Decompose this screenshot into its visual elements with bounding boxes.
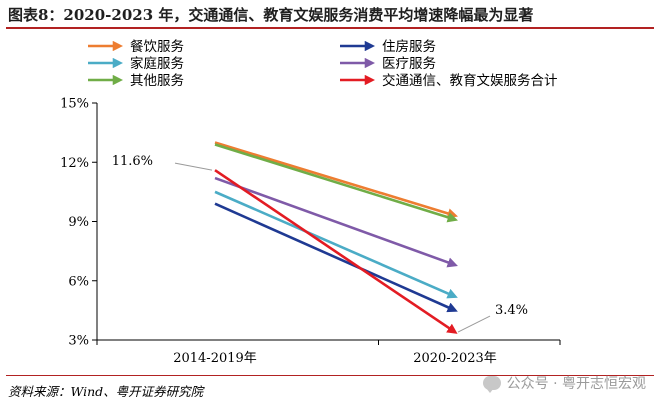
legend-label: 其他服务 [130,73,184,89]
footer-rule [6,375,654,376]
annotation-leader [457,315,491,333]
series-layer [214,141,458,334]
series-line [214,141,458,219]
x-tick-label: 2014-2019年 [173,351,257,366]
legend-label: 餐饮服务 [130,39,184,55]
y-tick-label: 6% [68,274,89,289]
y-tick-label: 12% [60,156,89,171]
legend-label: 医疗服务 [382,56,436,72]
y-tick-label: 9% [68,215,89,230]
x-tick-label: 2020-2023年 [413,351,497,366]
series-line [214,190,458,299]
watermark: 公众号 · 粤开志恒宏观 [482,373,646,393]
y-tick-label: 15% [60,97,89,112]
series-line [214,176,458,268]
data-label: 3.4% [495,303,528,318]
title-rule [6,27,654,29]
chart-title: 图表8：2020-2023 年，交通通信、教育文娱服务消费平均增速降幅最为显著 [8,6,534,24]
watermark-text: 公众号 · 粤开志恒宏观 [506,376,646,392]
series-line [214,202,458,313]
axes: 3% 6% 9% 12% 15% 2014-2019年 2020-2023年 [60,97,561,366]
y-tick-label: 3% [68,334,89,349]
data-label: 11.6% [112,154,153,169]
legend-label: 住房服务 [382,39,436,55]
annotation-leader [174,162,213,171]
legend-label: 交通通信、教育文娱服务合计 [382,72,558,89]
series-line [214,143,458,223]
wechat-icon [482,376,501,393]
legend-label: 家庭服务 [130,55,184,72]
annotation-layer: 11.6% 3.4% [112,154,528,333]
series-line [214,169,458,334]
source-note: 资料来源：Wind、粤开证券研究院 [8,384,204,399]
